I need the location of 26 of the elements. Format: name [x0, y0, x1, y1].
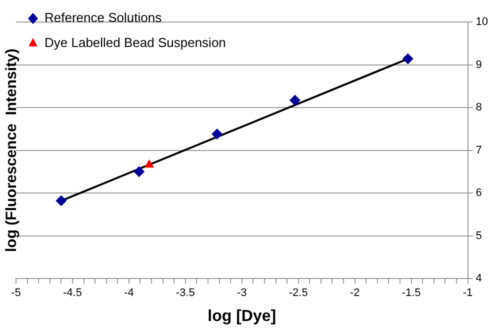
- x-tick-label: -3: [236, 287, 247, 300]
- x-tick-label: -1.5: [402, 287, 421, 300]
- x-tick-label: -1: [462, 287, 473, 300]
- point: [144, 159, 154, 168]
- y-tick-label: 5: [476, 230, 482, 242]
- x-axis-title: log [Dye]: [208, 308, 276, 325]
- point: [402, 53, 414, 64]
- y-tick-label: 6: [476, 187, 482, 200]
- x-tick-label: -2.5: [288, 287, 308, 300]
- point: [134, 166, 145, 178]
- y-tick-label: 4: [476, 272, 482, 285]
- x-tick-label: -4: [124, 287, 134, 300]
- x-tick-label: -4.5: [62, 287, 82, 300]
- legend-label: Reference Solutions: [44, 10, 162, 26]
- x-tick-label: -2: [350, 287, 360, 300]
- y-axis-title: log (Fluorescence Intensity): [3, 48, 20, 252]
- legend-label: Dye Labelled Bead Suspension: [44, 35, 226, 50]
- y-tick-label: 7: [476, 144, 482, 156]
- point: [289, 94, 300, 106]
- x-tick-label: -3.5: [176, 287, 195, 300]
- point: [56, 195, 67, 206]
- x-tick-label: -5: [11, 287, 21, 300]
- point: [212, 128, 223, 140]
- y-tick-label: 10: [476, 16, 488, 28]
- y-tick-label: 8: [476, 102, 482, 114]
- y-tick-label: 9: [476, 58, 482, 71]
